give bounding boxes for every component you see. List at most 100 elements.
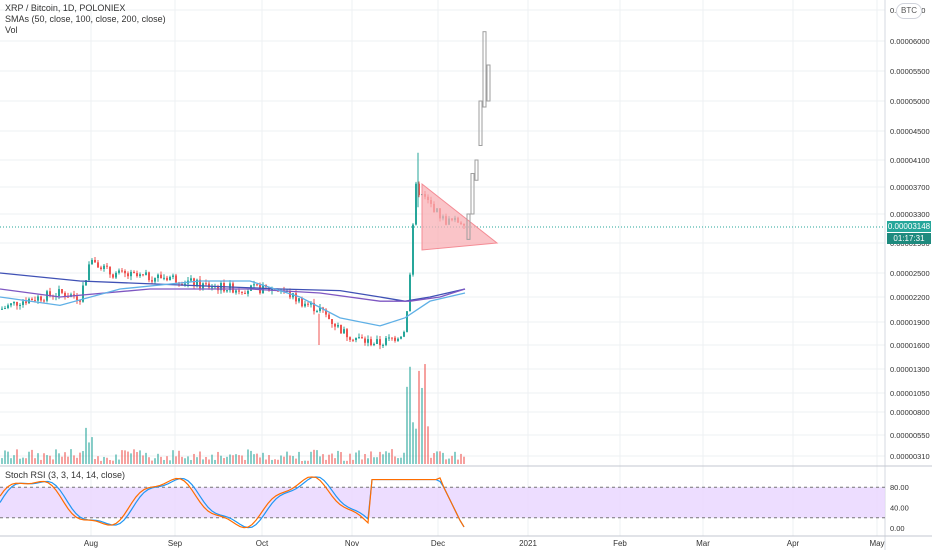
volume-bar	[439, 451, 441, 464]
volume-bar	[94, 459, 96, 464]
candle-body	[109, 266, 111, 275]
volume-bar	[295, 458, 297, 464]
volume-bar	[457, 459, 459, 464]
volume-bar	[364, 454, 366, 464]
time-tick-label: Apr	[787, 539, 800, 548]
volume-bar	[4, 450, 6, 464]
volume-bar	[19, 458, 21, 464]
volume-bar	[283, 456, 285, 464]
candle-body	[412, 224, 414, 275]
volume-bar	[187, 456, 189, 464]
candle-body	[34, 300, 36, 302]
volume-bar	[55, 449, 57, 464]
volume-bar	[400, 457, 402, 464]
candle-body	[361, 337, 363, 339]
candle-body	[247, 290, 249, 294]
volume-bar	[406, 386, 408, 464]
candle-body	[349, 337, 351, 340]
volume-bar	[430, 457, 432, 464]
candle-body	[364, 338, 366, 343]
volume-bar	[388, 452, 390, 464]
volume-bar	[127, 451, 129, 464]
volume-bar	[286, 451, 288, 464]
candle-body	[379, 339, 381, 346]
candle-body	[394, 337, 396, 341]
volume-bar	[442, 452, 444, 464]
volume-bar	[418, 370, 420, 464]
volume-bar	[13, 455, 15, 464]
projection-bar	[466, 213, 471, 240]
candle-body	[10, 303, 12, 306]
volume-bar	[112, 460, 114, 464]
time-tick-label: 2021	[519, 539, 537, 548]
candle-body	[403, 331, 405, 337]
candle-body	[127, 273, 129, 277]
volume-bar	[244, 459, 246, 464]
candle-body	[235, 290, 237, 293]
volume-bar	[448, 458, 450, 464]
price-tick-label: 0.00005000	[890, 97, 930, 106]
volume-bar	[352, 459, 354, 464]
volume-bar	[37, 453, 39, 464]
volume-bar	[76, 457, 78, 464]
candle-body	[49, 291, 51, 296]
volume-bar	[343, 460, 345, 464]
volume-bar	[298, 451, 300, 464]
sma-indicator-label[interactable]: SMAs (50, close, 100, close, 200, close)	[5, 14, 166, 24]
candle-body	[325, 309, 327, 315]
candle-body	[172, 275, 174, 277]
volume-bar	[301, 460, 303, 464]
volume-bar	[409, 366, 411, 464]
candle-body	[217, 286, 219, 291]
volume-bar	[415, 428, 417, 464]
candle-body	[106, 265, 108, 267]
projection-bars	[466, 31, 491, 240]
time-tick-label: Dec	[431, 539, 445, 548]
time-tick-label: Aug	[84, 539, 98, 548]
candle-body	[118, 270, 120, 273]
candle-body	[58, 289, 60, 297]
candle-body	[76, 296, 78, 301]
volume-bar	[397, 458, 399, 464]
volume-bar	[97, 456, 99, 464]
volume-bar	[169, 460, 171, 464]
volume-bar	[139, 450, 141, 464]
volume-bar	[361, 459, 363, 464]
volume-bar	[274, 459, 276, 464]
price-tick-label: 0.00005500	[890, 67, 930, 76]
currency-button[interactable]: BTC	[896, 3, 922, 19]
volume-bar	[181, 456, 183, 464]
candle-body	[313, 302, 315, 312]
candle-body	[7, 305, 9, 308]
volume-indicator-label[interactable]: Vol	[5, 25, 18, 35]
candle-body	[238, 290, 240, 292]
candle-body	[199, 279, 201, 289]
volume-bar	[370, 451, 372, 464]
volume-bar	[61, 456, 63, 464]
candle-body	[301, 298, 303, 307]
volume-bar	[88, 442, 90, 464]
candle-body	[256, 284, 258, 286]
volume-bar	[43, 453, 45, 464]
candle-body	[37, 296, 39, 301]
candle-body	[316, 310, 318, 312]
volume-bar	[454, 451, 456, 464]
projection-bar	[470, 173, 475, 215]
candle-body	[145, 272, 147, 275]
volume-bar	[235, 454, 237, 464]
volume-bar	[316, 450, 318, 464]
time-tick-label: Feb	[613, 539, 627, 548]
volume-bar	[265, 459, 267, 464]
candle-body	[241, 291, 243, 293]
candle-body	[319, 307, 321, 311]
rsi-tick-label: 80.00	[890, 483, 909, 492]
symbol-title[interactable]: XRP / Bitcoin, 1D, POLONIEX	[5, 3, 126, 13]
volume-bar	[172, 450, 174, 464]
stoch-rsi-label[interactable]: Stoch RSI (3, 3, 14, 14, close)	[5, 470, 126, 480]
volume-bar	[289, 455, 291, 464]
volume-bar	[178, 450, 180, 464]
volume-bar	[133, 449, 135, 464]
volume-bar	[121, 450, 123, 464]
volume-bar	[196, 457, 198, 464]
